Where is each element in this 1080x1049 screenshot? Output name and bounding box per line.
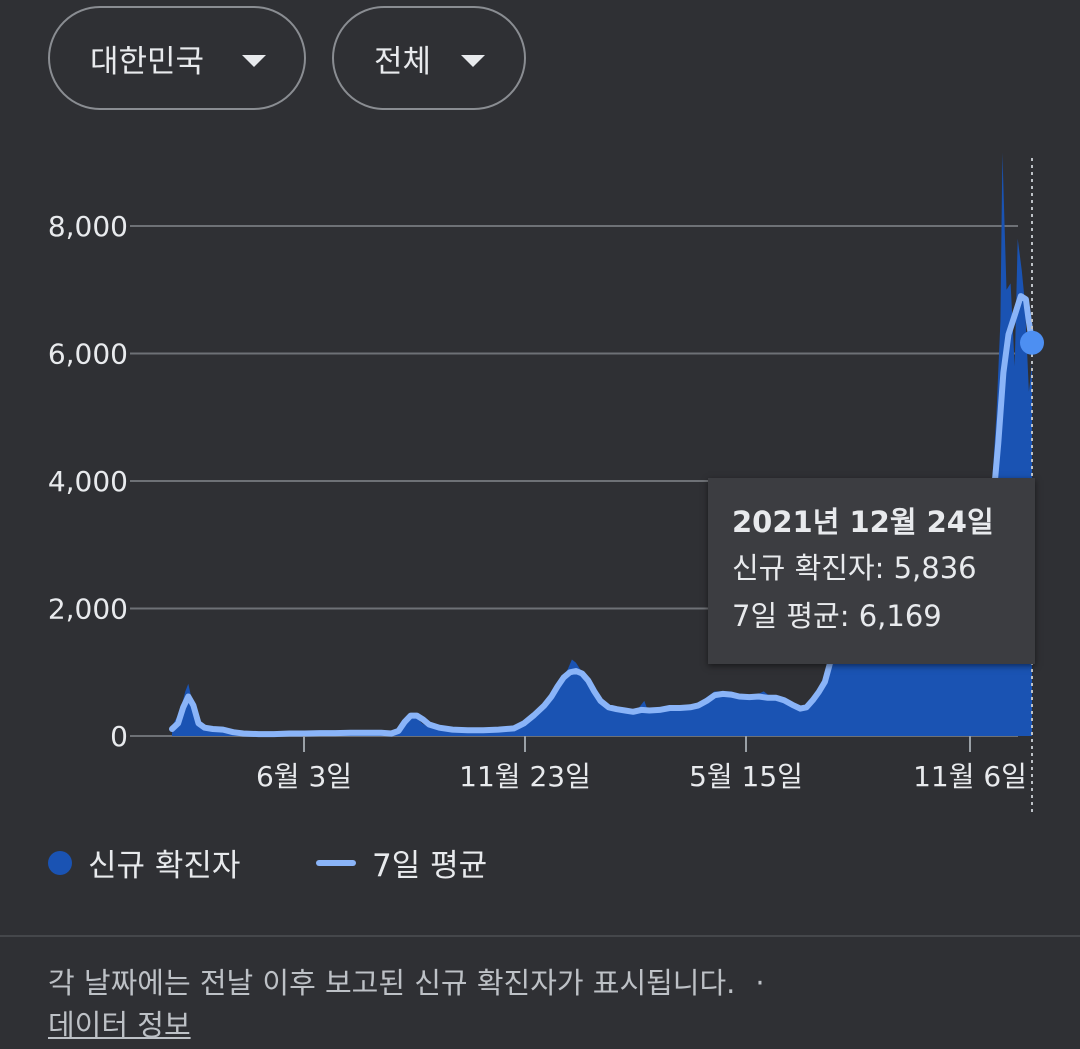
tooltip-date: 2021년 12월 24일 [732,505,994,539]
legend-line-icon [316,859,356,866]
y-tick-label: 8,000 [48,210,128,243]
x-axis: 6월 3일 11월 23일 5월 15일 11월 6일 [256,736,1027,793]
footnote: 각 날짜에는 전날 이후 보고된 신규 확진자가 표시됩니다. · [48,960,765,1002]
tooltip-new-cases: 신규 확진자: 5,836 [732,551,977,585]
y-tick-label: 6,000 [48,338,128,371]
y-tick-label: 0 [110,720,128,753]
y-axis: 8,000 6,000 4,000 2,000 0 [48,210,128,753]
footnote-text: 각 날짜에는 전날 이후 보고된 신규 확진자가 표시됩니다. [48,966,736,1000]
x-tick-label: 11월 6일 [913,760,1027,793]
legend-dot-icon [48,850,72,875]
y-tick-label: 4,000 [48,465,128,498]
dropdown-caret-icon [242,55,266,67]
y-tick-label: 2,000 [48,593,128,626]
x-tick-label: 11월 23일 [459,760,591,793]
country-filter-chip[interactable]: 대한민국 [48,6,306,110]
new-cases-series [172,152,1032,736]
legend-label-seven-day-avg: 7일 평균 [372,848,488,884]
hover-point-marker[interactable] [1020,330,1044,355]
period-filter-chip[interactable]: 전체 [332,6,526,110]
country-filter-label: 대한민국 [90,43,205,80]
tooltip-seven-day-avg: 7일 평균: 6,169 [732,599,942,633]
x-tick-label: 5월 15일 [689,760,803,793]
period-filter-label: 전체 [374,43,432,80]
cases-chart[interactable]: 8,000 6,000 4,000 2,000 0 6월 3일 11월 23일 5월 15일… [0,0,1080,830]
legend-item-new-cases[interactable]: 신규 확진자 [48,840,240,885]
footnote-separator: · [755,966,765,1000]
new-cases-bars [172,152,1032,736]
dropdown-caret-icon [461,55,485,67]
data-info-link[interactable]: 데이터 정보 [48,1008,191,1042]
legend-label-new-cases: 신규 확진자 [88,848,241,884]
legend-item-seven-day-avg[interactable]: 7일 평균 [316,840,487,885]
x-tick-label: 6월 3일 [256,760,352,793]
section-divider [0,935,1080,937]
chart-tooltip: 2021년 12월 24일 신규 확진자: 5,836 7일 평균: 6,169 [708,478,1035,664]
